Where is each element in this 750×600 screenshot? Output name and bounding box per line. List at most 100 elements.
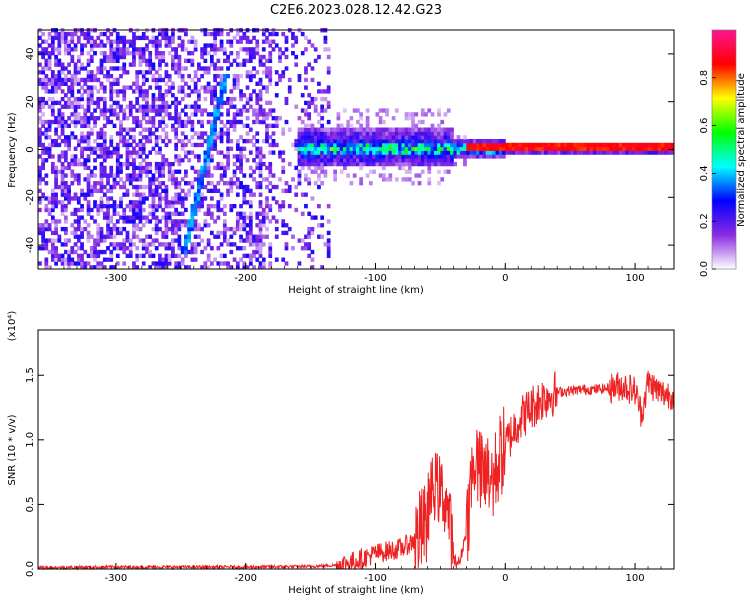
heatmap-cell bbox=[226, 131, 230, 136]
heatmap-cell bbox=[313, 169, 318, 174]
heatmap-cell bbox=[206, 51, 211, 56]
heatmap-cell bbox=[456, 138, 461, 144]
heatmap-cell bbox=[274, 123, 279, 129]
heatmap-cell bbox=[63, 73, 68, 79]
heatmap-cell bbox=[83, 138, 88, 144]
heatmap-cell bbox=[57, 51, 62, 56]
heatmap-cell bbox=[209, 203, 214, 209]
heatmap-cell bbox=[300, 51, 305, 56]
heatmap-cell bbox=[317, 223, 321, 228]
heatmap-cell bbox=[151, 238, 156, 243]
heatmap-cell bbox=[115, 230, 120, 236]
heatmap-cell bbox=[122, 192, 127, 197]
heatmap-cell bbox=[232, 181, 237, 186]
heatmap-cell bbox=[102, 104, 107, 109]
heatmap-cell bbox=[197, 104, 201, 109]
heatmap-cell bbox=[197, 158, 201, 163]
heatmap-cell bbox=[252, 249, 256, 255]
heatmap-cell bbox=[346, 154, 351, 159]
heatmap-cell bbox=[193, 207, 198, 213]
heatmap-cell bbox=[128, 253, 133, 259]
heatmap-cell bbox=[239, 203, 243, 209]
heatmap-cell bbox=[135, 154, 140, 159]
heatmap-cell bbox=[190, 203, 195, 209]
heatmap-cell bbox=[203, 43, 208, 48]
heatmap-cell bbox=[417, 131, 422, 136]
heatmap-cell bbox=[326, 249, 331, 255]
heatmap-cell bbox=[76, 207, 81, 213]
heatmap-cell bbox=[557, 142, 561, 148]
heatmap-cell bbox=[304, 177, 308, 182]
heatmap-cell bbox=[248, 165, 253, 171]
heatmap-cell bbox=[89, 93, 94, 98]
heatmap-cell bbox=[122, 47, 127, 52]
heatmap-cell bbox=[200, 238, 204, 243]
heatmap-cell bbox=[521, 150, 526, 155]
heatmap-cell bbox=[115, 253, 120, 259]
heatmap-cell bbox=[226, 181, 230, 186]
heatmap-cell bbox=[193, 192, 198, 197]
heatmap-cell bbox=[38, 108, 42, 113]
heatmap-cell bbox=[385, 158, 389, 163]
heatmap-cell bbox=[398, 161, 402, 167]
heatmap-cell bbox=[119, 35, 123, 41]
heatmap-cell bbox=[463, 161, 467, 167]
heatmap-cell bbox=[125, 173, 130, 178]
heatmap-cell bbox=[401, 142, 406, 148]
heatmap-cell bbox=[498, 146, 503, 151]
heatmap-cell bbox=[187, 39, 192, 44]
heatmap-cell bbox=[648, 142, 652, 148]
heatmap-cell bbox=[164, 219, 169, 224]
heatmap-cell bbox=[190, 184, 195, 190]
heatmap-cell bbox=[317, 127, 321, 132]
heatmap-cell bbox=[164, 211, 169, 216]
heatmap-cell bbox=[148, 104, 153, 109]
heatmap-cell bbox=[245, 108, 250, 113]
heatmap-cell bbox=[297, 154, 302, 159]
heatmap-cell bbox=[54, 100, 58, 106]
heatmap-cell bbox=[258, 246, 263, 251]
heatmap-cell bbox=[625, 142, 630, 148]
heatmap-cell bbox=[38, 70, 42, 75]
heatmap-cell bbox=[466, 138, 471, 144]
heatmap-cell bbox=[365, 154, 370, 159]
heatmap-cell bbox=[112, 226, 117, 232]
heatmap-cell bbox=[245, 70, 250, 75]
heatmap-cell bbox=[284, 66, 289, 71]
heatmap-cell bbox=[304, 234, 308, 239]
heatmap-cell bbox=[518, 146, 522, 151]
heatmap-cell bbox=[463, 138, 467, 144]
heatmap-cell bbox=[141, 261, 146, 266]
heatmap-cell bbox=[119, 246, 123, 251]
heatmap-cell bbox=[174, 62, 179, 67]
heatmap-cell bbox=[112, 265, 117, 270]
heatmap-cell bbox=[258, 154, 263, 159]
heatmap-cell bbox=[184, 104, 188, 109]
heatmap-cell bbox=[310, 215, 315, 220]
heatmap-cell bbox=[99, 165, 104, 171]
heatmap-cell bbox=[222, 131, 227, 136]
heatmap-cell bbox=[317, 146, 321, 151]
heatmap-cell bbox=[132, 39, 136, 44]
heatmap-cell bbox=[122, 207, 127, 213]
heatmap-cell bbox=[310, 135, 315, 140]
heatmap-cell bbox=[398, 146, 402, 151]
heatmap-cell bbox=[106, 173, 110, 178]
heatmap-cell bbox=[99, 135, 104, 140]
heatmap-cell bbox=[174, 116, 179, 121]
heatmap-cell bbox=[320, 181, 325, 186]
heatmap-cell bbox=[63, 77, 68, 83]
heatmap-cell bbox=[245, 234, 250, 239]
heatmap-cell bbox=[203, 131, 208, 136]
heatmap-cell bbox=[63, 188, 68, 194]
heatmap-cell bbox=[54, 181, 58, 186]
heatmap-cell bbox=[437, 131, 441, 136]
heatmap-cell bbox=[86, 70, 91, 75]
heatmap-cell bbox=[115, 246, 120, 251]
heatmap-cell bbox=[339, 154, 344, 159]
heatmap-cell bbox=[109, 203, 114, 209]
heatmap-cell bbox=[89, 89, 94, 94]
heatmap-cell bbox=[115, 165, 120, 171]
heatmap-cell bbox=[229, 265, 234, 270]
heatmap-cell bbox=[57, 112, 62, 117]
